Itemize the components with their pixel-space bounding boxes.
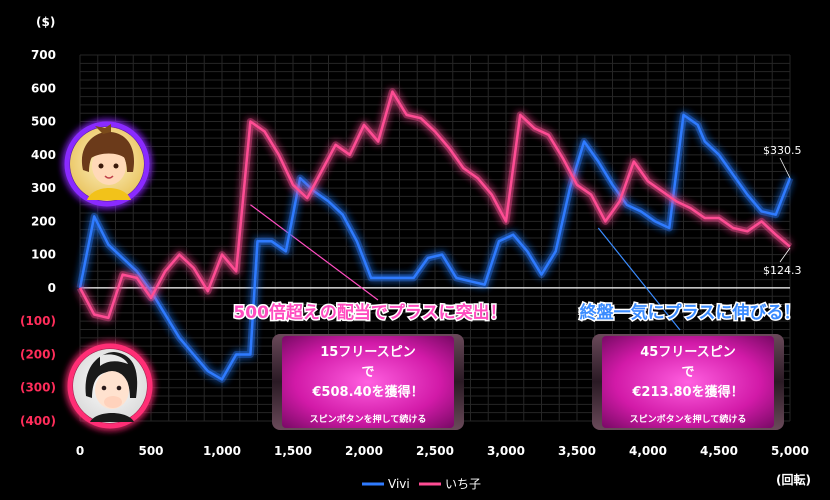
x-tick-label: 3,500	[558, 444, 596, 458]
box-panel	[282, 336, 454, 428]
box-line-1: 15フリースピン	[320, 345, 415, 360]
box-line-2: で	[361, 365, 374, 380]
y-tick-label: 400	[31, 148, 56, 162]
x-tick-label: 2,000	[345, 444, 383, 458]
avatar-hand	[104, 396, 122, 408]
avatar-top	[90, 413, 134, 422]
x-tick-label: 500	[138, 444, 163, 458]
box-line-1: 45フリースピン	[640, 345, 735, 360]
x-tick-label: 3,000	[487, 444, 525, 458]
y-tick-label: (300)	[20, 381, 56, 395]
ichiko-avatar	[67, 343, 153, 429]
legend-label-ichiko: いち子	[445, 477, 481, 491]
avatar-eye-left	[101, 385, 107, 391]
box-line-2: で	[681, 365, 694, 380]
x-tick-label: 2,500	[416, 444, 454, 458]
annotation-1: 500倍超えの配当でプラスに突出！	[233, 302, 506, 323]
vivi-avatar	[64, 121, 150, 207]
x-tick-label: 4,500	[700, 444, 738, 458]
avatar-ring	[67, 343, 153, 429]
free-spin-box-1: 15フリースピン で €508.40を獲得！ スピンボタンを押して続ける	[272, 334, 464, 430]
y-tick-label: 700	[31, 48, 56, 62]
y-tick-label: (400)	[20, 414, 56, 428]
legend: Vivi いち子	[362, 477, 481, 491]
series-line-vivi	[78, 113, 792, 381]
box-sub: スピンボタンを押して続ける	[630, 413, 747, 425]
y-tick-label: 500	[31, 115, 56, 129]
y-axis-title: ($)	[36, 15, 55, 29]
avatar-hair	[85, 352, 138, 398]
x-tick-label: 1,500	[274, 444, 312, 458]
avatar-bow	[95, 124, 111, 134]
avatar-face	[92, 147, 126, 185]
series-line-ichiko	[78, 90, 791, 320]
end-label-leader-ichiko	[779, 247, 791, 263]
x-axis-title: (回転)	[776, 472, 811, 487]
avatar-eye-right	[116, 385, 122, 391]
avatar-ring	[64, 121, 150, 207]
annotation-pointer-2	[597, 227, 681, 331]
avatar-top	[87, 188, 131, 200]
end-label-leader-vivi	[779, 157, 791, 179]
annotation-pointer-1	[250, 204, 379, 301]
avatar-hair	[81, 131, 135, 172]
avatar-hair-streak	[100, 354, 128, 366]
y-tick-label: 0	[48, 281, 56, 295]
free-spin-box-2: 45フリースピン で €213.80を獲得！ スピンボタンを押して続ける	[592, 334, 784, 430]
box-line-3: €213.80を獲得！	[631, 384, 743, 400]
avatar-mouth	[104, 175, 114, 179]
x-axis: 0 500 1,000 1,500 2,000 2,500 3,000 3,500 4,000 4…	[76, 444, 809, 458]
annotation-2: 終盤一気にプラスに伸びる！	[580, 302, 801, 323]
avatar-eye-right	[113, 163, 119, 169]
x-tick-label: 4,000	[629, 444, 667, 458]
y-tick-label: 600	[31, 81, 56, 95]
box-line-3: €508.40を獲得！	[311, 384, 423, 400]
avatar-bangs	[91, 146, 125, 158]
box-panel	[602, 336, 774, 428]
y-tick-label: (100)	[20, 314, 56, 328]
end-label-vivi: $330.5	[763, 144, 802, 157]
x-tick-label: 1,000	[203, 444, 241, 458]
x-tick-label: 0	[76, 444, 84, 458]
legend-label-vivi: Vivi	[388, 477, 410, 491]
avatar-eye-left	[98, 163, 104, 169]
box-sub: スピンボタンを押して続ける	[310, 413, 427, 425]
y-tick-label: 300	[31, 181, 56, 195]
y-tick-label: (200)	[20, 347, 56, 361]
series-layer	[76, 88, 794, 383]
x-tick-label: 5,000	[771, 444, 809, 458]
y-axis: 700 600 500 400 300 200 100 0 (100) (200) (300) (40…	[20, 48, 56, 428]
y-tick-label: 200	[31, 214, 56, 228]
end-label-ichiko: $124.3	[763, 264, 802, 277]
y-tick-label: 100	[31, 248, 56, 262]
